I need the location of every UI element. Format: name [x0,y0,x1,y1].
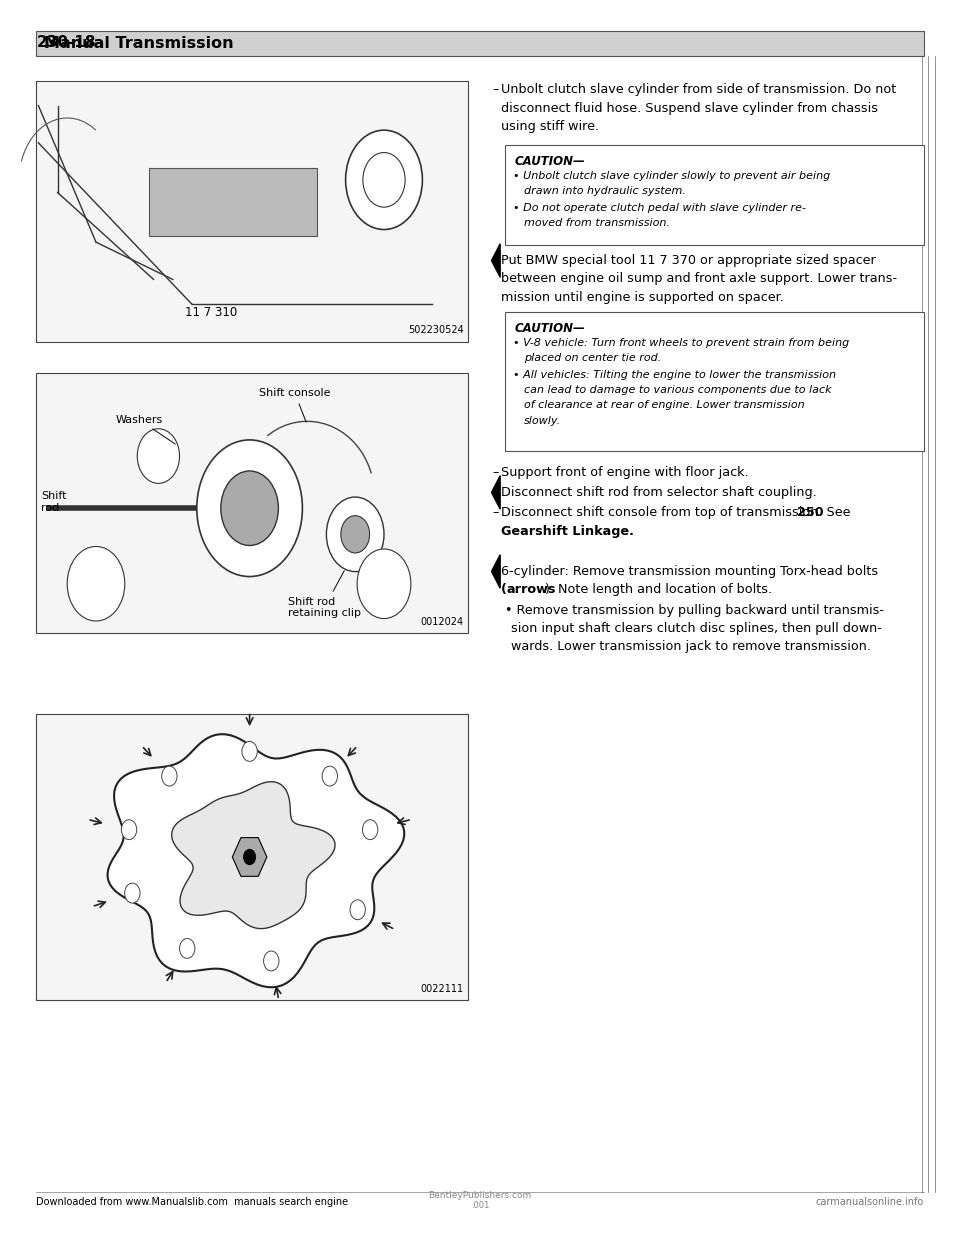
Text: • Unbolt clutch slave cylinder slowly to prevent air being: • Unbolt clutch slave cylinder slowly to… [513,170,829,180]
Bar [149,168,317,236]
Text: –: – [492,466,499,478]
Text: slowly.: slowly. [524,416,562,426]
Text: mission until engine is supported on spacer.: mission until engine is supported on spa… [501,291,784,304]
Text: CAUTION—: CAUTION— [515,322,586,335]
Bar [36,31,924,56]
Text: Gearshift Linkage.: Gearshift Linkage. [501,524,634,538]
Circle shape [350,899,366,919]
Text: carmanualsonline.info: carmanualsonline.info [815,1197,924,1207]
Text: –: – [492,83,499,96]
Circle shape [242,741,257,761]
Text: Downloaded from www.Manualslib.com  manuals search engine: Downloaded from www.Manualslib.com manua… [36,1197,348,1207]
Circle shape [326,497,384,571]
Text: Shift console: Shift console [259,389,330,422]
Bar [505,312,924,451]
Bar [36,714,468,1000]
Circle shape [357,549,411,619]
Circle shape [221,471,278,545]
Text: 0012024: 0012024 [420,617,464,627]
Text: wards. Lower transmission jack to remove transmission.: wards. Lower transmission jack to remove… [511,641,871,653]
Circle shape [323,766,338,786]
Circle shape [125,883,140,903]
Text: –: – [492,507,499,519]
Text: 230-18: 230-18 [36,35,96,50]
Text: Manual Transmission: Manual Transmission [44,36,234,51]
Text: CAUTION—: CAUTION— [515,154,586,168]
Text: • All vehicles: Tilting the engine to lower the transmission: • All vehicles: Tilting the engine to lo… [513,370,835,380]
Bar [505,144,924,245]
Text: 250: 250 [797,507,824,519]
Polygon shape [108,734,404,987]
Text: (: ( [501,584,507,596]
Text: • Do not operate clutch pedal with slave cylinder re-: • Do not operate clutch pedal with slave… [513,202,805,212]
Circle shape [67,546,125,621]
Text: 502230524: 502230524 [408,325,464,335]
Text: Support front of engine with floor jack.: Support front of engine with floor jack. [501,466,749,478]
Circle shape [137,428,180,483]
Polygon shape [232,837,267,877]
Text: moved from transmission.: moved from transmission. [524,217,670,229]
Text: Unbolt clutch slave cylinder from side of transmission. Do not: Unbolt clutch slave cylinder from side o… [501,83,897,96]
Text: sion input shaft clears clutch disc splines, then pull down-: sion input shaft clears clutch disc spli… [511,622,881,635]
Text: using stiff wire.: using stiff wire. [501,120,599,133]
Text: Put BMW special tool 11 7 370 or appropriate sized spacer: Put BMW special tool 11 7 370 or appropr… [501,255,876,267]
Text: placed on center tie rod.: placed on center tie rod. [524,353,661,363]
Circle shape [180,939,195,959]
Text: .001: .001 [470,1201,490,1210]
Circle shape [346,130,422,230]
Polygon shape [492,243,500,277]
Circle shape [244,850,255,864]
Circle shape [121,820,136,840]
Text: Washers: Washers [115,415,176,445]
Text: 11 7 310: 11 7 310 [185,307,237,319]
Text: Shift
rod: Shift rod [41,492,67,513]
Polygon shape [492,476,500,509]
Text: disconnect fluid hose. Suspend slave cylinder from chassis: disconnect fluid hose. Suspend slave cyl… [501,102,878,114]
Text: of clearance at rear of engine. Lower transmission: of clearance at rear of engine. Lower tr… [524,400,804,410]
Bar [36,373,468,633]
Bar [36,81,468,342]
Circle shape [161,766,177,786]
Text: drawn into hydraulic system.: drawn into hydraulic system. [524,186,686,196]
Text: Disconnect shift console from top of transmission. See: Disconnect shift console from top of tra… [501,507,854,519]
Text: Disconnect shift rod from selector shaft coupling.: Disconnect shift rod from selector shaft… [501,486,817,499]
Text: 0022111: 0022111 [420,984,464,994]
Circle shape [363,153,405,207]
Circle shape [363,820,378,840]
Text: ). Note length and location of bolts.: ). Note length and location of bolts. [545,584,773,596]
Text: • Remove transmission by pulling backward until transmis-: • Remove transmission by pulling backwar… [505,604,884,616]
Polygon shape [172,781,335,929]
Text: Shift rod
retaining clip: Shift rod retaining clip [288,570,361,619]
Text: BentleyPublishers.com: BentleyPublishers.com [428,1191,532,1200]
Text: • V-8 vehicle: Turn front wheels to prevent strain from being: • V-8 vehicle: Turn front wheels to prev… [513,338,849,348]
Text: 6-cylinder: Remove transmission mounting Torx-head bolts: 6-cylinder: Remove transmission mounting… [501,565,878,578]
Text: between engine oil sump and front axle support. Lower trans-: between engine oil sump and front axle s… [501,272,898,286]
Circle shape [197,440,302,576]
Circle shape [264,951,279,971]
Circle shape [341,515,370,553]
Text: can lead to damage to various components due to lack: can lead to damage to various components… [524,385,831,395]
Polygon shape [492,555,500,589]
Text: arrows: arrows [507,584,556,596]
